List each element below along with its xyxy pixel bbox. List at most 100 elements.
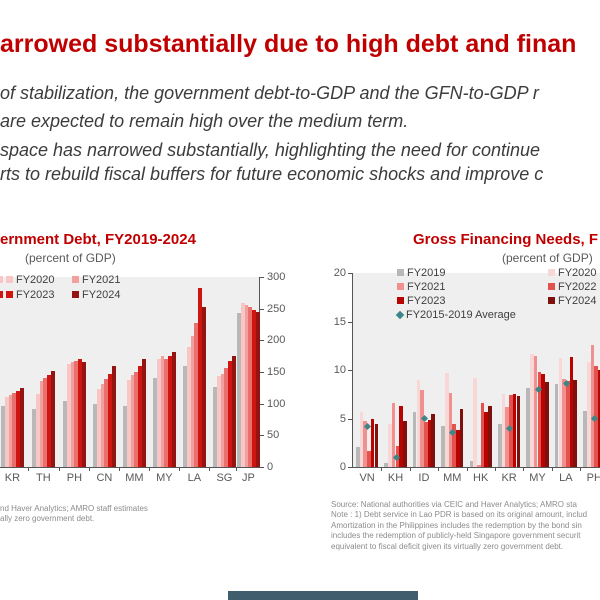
legend-label: FY2024	[82, 289, 121, 301]
bar	[484, 411, 489, 467]
legend-square-icon-cut	[0, 291, 3, 298]
bar	[228, 360, 232, 467]
bar	[473, 377, 477, 467]
bar	[74, 360, 79, 467]
bar	[248, 307, 253, 467]
bar	[142, 359, 146, 467]
source-note-line: Note : 1) Debt service in Lao PDR is bas…	[331, 510, 588, 520]
bar	[112, 365, 116, 467]
bar	[480, 402, 485, 467]
x-category-label: SG	[216, 472, 233, 484]
x-axis	[352, 467, 600, 468]
x-category-label: MM	[443, 472, 462, 484]
x-tick	[149, 468, 151, 471]
bar	[78, 359, 82, 467]
page-title: arrowed substantially due to high debt a…	[0, 30, 577, 58]
legend-item: FY2015-2019 Average	[395, 309, 516, 321]
bar	[8, 394, 13, 467]
y-tick-label: 200	[267, 334, 286, 347]
bar	[367, 451, 371, 467]
y-tick-label: 0	[267, 461, 274, 473]
legend-label: FY2023	[16, 289, 55, 301]
legend-square-icon	[397, 283, 404, 290]
bar	[565, 380, 570, 467]
source-note-line: equivalent to fiscal deficit given its v…	[331, 541, 564, 551]
x-tick	[409, 468, 411, 471]
bar	[16, 391, 20, 467]
legend-label: FY2015-2019 Average	[406, 309, 516, 321]
bar	[126, 379, 131, 467]
x-tick	[209, 468, 211, 471]
y-tick	[348, 418, 352, 420]
bar	[213, 387, 217, 467]
paragraph2-line2: rts to rebuild fiscal buffers for future…	[0, 164, 544, 184]
legend-item: FY2024	[548, 295, 597, 307]
source-note-line: ally zero government debt.	[0, 514, 95, 524]
legend-item: FY2020	[548, 267, 597, 279]
legend-item: FY2021	[72, 274, 121, 286]
bar	[183, 365, 187, 467]
x-tick	[523, 468, 525, 471]
y-axis	[352, 273, 353, 468]
bar	[516, 396, 521, 467]
legend-item: FY2024	[72, 289, 121, 301]
legend-square-icon	[397, 269, 404, 276]
y-tick	[348, 273, 352, 274]
bar	[43, 377, 48, 467]
x-tick	[58, 468, 60, 471]
y-tick-label: 20	[333, 267, 346, 279]
bar	[530, 354, 534, 467]
bar	[96, 389, 101, 467]
legend-label: FY2023	[407, 295, 446, 307]
bar	[20, 387, 24, 467]
y-tick	[260, 277, 264, 278]
legend-square-icon	[397, 297, 404, 304]
bar	[399, 405, 403, 467]
bar	[512, 394, 517, 467]
bar	[186, 346, 191, 467]
right-chart-title: Gross Financing Needs, F	[413, 231, 599, 248]
legend-label: FY2020	[558, 267, 597, 279]
legend-diamond-icon	[395, 310, 405, 320]
bar	[240, 302, 245, 467]
footer-accent-bar	[228, 591, 418, 600]
paragraph2-line1: space has narrowed substantially, highli…	[0, 140, 541, 160]
y-tick-label: 100	[267, 397, 286, 410]
x-tick	[466, 468, 468, 471]
x-category-label: MM	[125, 472, 144, 484]
bar	[82, 361, 86, 467]
bar	[108, 373, 112, 467]
bar	[533, 356, 538, 467]
legend-square-icon	[72, 276, 79, 283]
y-tick	[260, 372, 264, 373]
source-note-line: Amortization in the Philippines includes…	[331, 520, 582, 530]
bar	[477, 465, 481, 467]
x-tick	[494, 468, 496, 471]
legend-item: FY2022	[548, 281, 597, 293]
x-category-label: MY	[156, 472, 173, 484]
bar	[558, 358, 563, 467]
x-category-label: ID	[418, 472, 430, 484]
bar	[104, 378, 109, 467]
y-tick-label: 50	[267, 429, 280, 442]
paragraph1-line2: are expected to remain high over the med…	[0, 111, 409, 131]
x-category-label: TH	[36, 472, 51, 484]
bar	[541, 373, 545, 467]
bar	[590, 344, 595, 467]
legend-item: FY2020	[6, 274, 55, 286]
bar	[232, 355, 236, 467]
bar	[359, 411, 364, 467]
bar	[164, 359, 169, 467]
bar	[598, 370, 600, 467]
x-category-label: JP	[241, 472, 255, 484]
bar	[130, 375, 135, 467]
x-tick	[236, 468, 238, 471]
y-tick	[260, 308, 264, 310]
y-tick	[348, 321, 352, 323]
bar	[39, 380, 44, 467]
y-tick-label: 10	[333, 364, 346, 376]
bar	[224, 368, 229, 467]
bar	[35, 394, 40, 467]
bar	[562, 378, 566, 467]
bar	[66, 364, 71, 467]
